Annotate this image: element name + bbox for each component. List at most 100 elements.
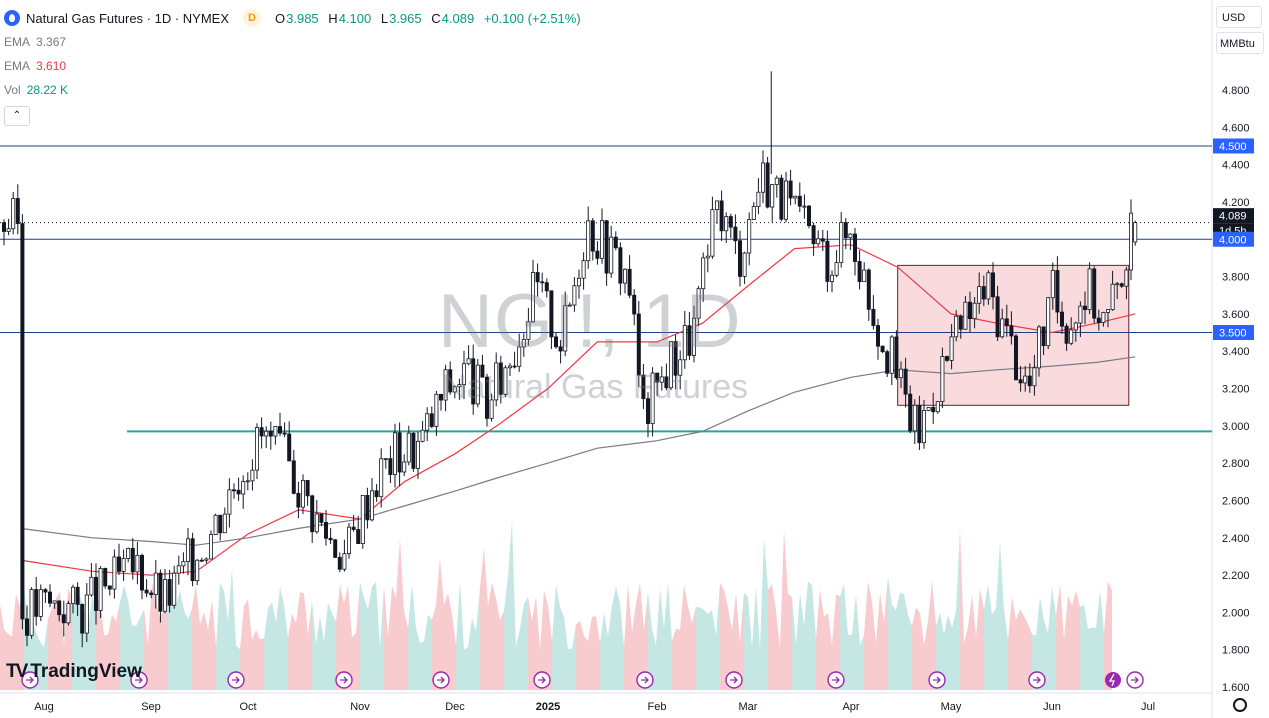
volume-bar [288,613,292,690]
candle-body [425,413,430,431]
low-value: 3.965 [389,10,422,26]
volume-bar [480,547,484,690]
volume-bar [840,584,844,690]
candle-body [1133,222,1138,243]
indicator-name: EMA [4,35,31,49]
candle-body [563,305,568,352]
volume-bar [312,601,316,690]
volume-bar [1000,541,1004,690]
candle-body [1046,297,1051,347]
tradingview-logo[interactable]: TV TradingView [6,659,142,685]
candle-body [894,336,899,379]
volume-bar [300,591,304,690]
unit-selector[interactable]: MMBtu [1216,32,1264,54]
volume-bar [296,591,300,690]
settings-gear-icon[interactable] [1233,698,1247,712]
candle-body [121,557,126,572]
volume-bar [628,584,632,690]
volume-bar [508,520,512,690]
event-arrow-icon [641,676,649,684]
volume-bar [468,617,472,690]
candle-body [429,413,434,427]
candle-body [673,341,678,376]
volume-bar [1064,595,1068,690]
event-arrow-icon [340,676,348,684]
volume-bar [672,628,676,690]
volume-bar [1028,623,1032,690]
candle-body [646,398,651,424]
candle-body [765,162,770,208]
volume-bar [12,593,16,690]
volume-bar [188,608,192,690]
candle-body [351,526,356,530]
volume-bar [200,611,204,690]
indicator-ema-2[interactable]: EMA 3.610 [4,59,66,73]
volume-bar [992,608,996,690]
y-tick-label: 2.800 [1222,458,1250,470]
volume-bar [940,612,944,690]
volume-bar [100,597,104,690]
candle-body [126,548,131,559]
candle-body [158,572,163,612]
candle-body [94,576,99,611]
candle-body [549,290,554,338]
volume-bar [616,586,620,690]
candle-body [1064,325,1069,344]
volume-bar [408,584,412,690]
volume-bar [784,530,788,690]
volume-bar [1076,590,1080,690]
candle-body [43,589,48,593]
candle-body [1041,326,1046,347]
volume-bar [4,629,8,690]
candle-body [1027,375,1032,387]
volume-bar [96,597,100,690]
delayed-badge[interactable]: D [243,9,261,27]
volume-bar [392,586,396,690]
candle-body [531,272,536,323]
volume-bar [1008,596,1012,690]
candle-body [1000,318,1005,338]
volume-bar [156,602,160,690]
indicator-volume[interactable]: Vol 28.22 K [4,83,68,97]
volume-bar [1048,586,1052,690]
collapse-legend-button[interactable]: ⌃ [4,106,30,126]
candle-body [862,269,867,283]
volume-bar [48,608,52,690]
currency-selector[interactable]: USD [1216,6,1262,28]
candle-body [181,561,186,567]
candle-body [747,219,752,254]
candle-body [655,372,660,383]
candle-body [250,469,255,482]
volume-bar [184,610,188,690]
volume-bar [820,589,824,690]
volume-bar [208,599,212,690]
candle-body [912,404,917,432]
volume-bar [952,610,956,690]
candle-body [84,594,89,634]
volume-bar [1036,597,1040,690]
volume-bar [16,593,20,690]
volume-bar [8,634,12,690]
candle-body [162,579,167,612]
x-tick-label: Apr [842,701,859,713]
volume-bar [1096,589,1100,690]
symbol-title[interactable]: Natural Gas Futures · 1D · NYMEX [26,10,229,26]
volume-bar [996,541,1000,690]
candle-body [434,393,439,427]
volume-bar [168,580,172,690]
volume-bar [648,592,652,690]
volume-bar [600,612,604,690]
candle-body [24,618,29,636]
candle-body [29,589,34,636]
volume-bar [632,603,636,690]
volume-bar [124,584,128,690]
candle-body [383,458,388,461]
candle-body [337,556,342,570]
candle-body [866,269,871,310]
indicator-ema-1[interactable]: EMA 3.367 [4,35,66,49]
volume-bar [580,620,584,690]
volume-bar [52,598,56,690]
volume-bar [1088,627,1092,690]
